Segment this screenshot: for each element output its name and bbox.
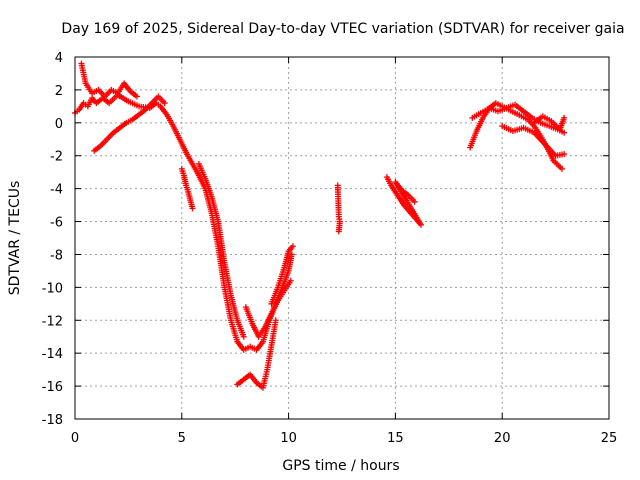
x-tick-label: 25 <box>601 431 618 446</box>
data-point <box>133 93 140 100</box>
data-points <box>72 60 568 391</box>
x-tick-label: 10 <box>280 431 297 446</box>
x-tick-label: 15 <box>387 431 404 446</box>
data-point <box>561 129 568 136</box>
data-point <box>335 228 342 235</box>
grid-layer <box>75 57 609 419</box>
y-tick-label: -8 <box>50 248 63 263</box>
ticks-layer: 0 5 10 15 20 25 -18 -16 -14 -12 -10 -8 -6 -4 -2 0 2 4 <box>42 51 618 446</box>
data-point <box>411 198 418 205</box>
y-tick-label: -6 <box>50 216 63 231</box>
y-tick-label: 0 <box>55 117 63 132</box>
data-point <box>288 251 295 258</box>
y-tick-label: -10 <box>42 281 63 296</box>
data-point <box>559 165 566 172</box>
data-point <box>189 205 196 212</box>
y-tick-label: -2 <box>50 150 63 165</box>
y-axis-label: SDTVAR / TECUs <box>7 181 23 296</box>
x-tick-label: 0 <box>71 431 79 446</box>
x-tick-label: 20 <box>494 431 511 446</box>
data-point <box>240 333 247 340</box>
y-tick-label: -12 <box>42 314 63 329</box>
data-point <box>287 277 294 284</box>
data-point <box>272 317 279 324</box>
data-point <box>289 243 296 250</box>
y-tick-label: -16 <box>42 380 63 395</box>
data-point <box>561 151 568 158</box>
y-tick-label: -4 <box>50 183 63 198</box>
y-tick-label: -14 <box>42 347 63 362</box>
plot-frame <box>74 56 610 420</box>
x-tick-label: 5 <box>178 431 186 446</box>
y-tick-label: 4 <box>55 51 63 66</box>
data-point <box>161 100 168 107</box>
data-point <box>561 114 568 121</box>
chart-title: Day 169 of 2025, Sidereal Day-to-day VTE… <box>61 21 624 37</box>
y-tick-label: -18 <box>42 413 63 428</box>
y-tick-label: 2 <box>55 84 63 99</box>
x-axis-label: GPS time / hours <box>282 458 399 474</box>
